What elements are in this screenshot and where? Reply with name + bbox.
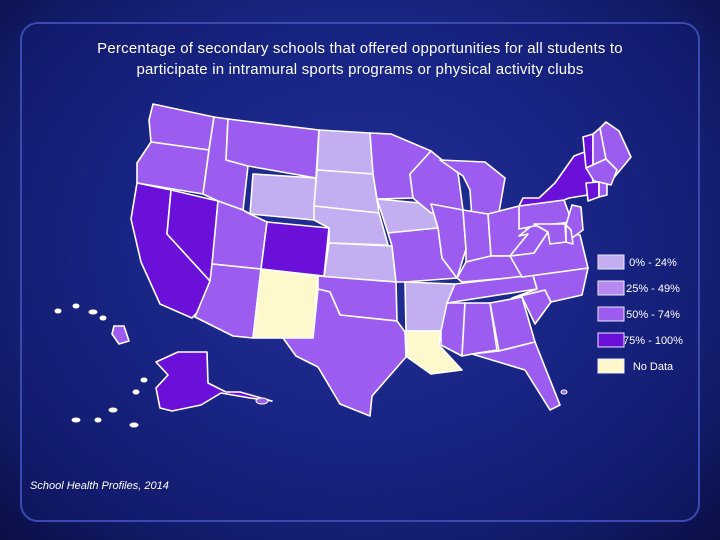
island-mark	[560, 389, 568, 395]
legend-label: 75% - 100%	[623, 335, 683, 347]
state-tx	[282, 288, 407, 417]
state-ny	[518, 149, 595, 207]
state-ma	[585, 158, 618, 186]
source-citation: School Health Profiles, 2014	[30, 480, 169, 492]
state-ks	[323, 242, 397, 283]
state-ct	[585, 181, 600, 202]
state-shapes	[54, 103, 632, 428]
state-nc	[511, 267, 589, 303]
legend-label: 0% - 24%	[629, 257, 677, 269]
legend-swatch	[597, 332, 625, 348]
state-hi	[111, 325, 130, 345]
legend-swatch	[597, 280, 625, 296]
legend-swatch	[597, 358, 625, 374]
legend-label: No Data	[633, 361, 674, 373]
state-nm	[252, 268, 319, 339]
map-legend: 0% - 24% 25% - 49% 50% - 74% 75% - 100% No D…	[597, 254, 683, 374]
state-co	[260, 221, 330, 277]
island-mark	[94, 417, 102, 423]
state-ri	[598, 181, 608, 198]
state-md	[533, 223, 567, 245]
state-in	[462, 209, 492, 263]
island-mark	[108, 407, 118, 413]
map-title-line-1: Percentage of secondary schools that off…	[97, 40, 623, 57]
island-mark	[88, 309, 98, 315]
island-mark	[71, 417, 81, 423]
island-mark	[132, 389, 140, 395]
island-mark	[54, 308, 62, 314]
island-mark	[140, 377, 148, 383]
map-title-line-2: participate in intramural sports program…	[136, 61, 584, 78]
legend-swatch	[597, 306, 625, 322]
state-mt	[225, 118, 320, 179]
map-title: Percentage of secondary schools that off…	[30, 38, 690, 80]
state-wy	[249, 173, 317, 221]
state-nd	[316, 129, 374, 175]
island-mark	[99, 315, 107, 321]
state-ms	[440, 302, 466, 357]
state-ak	[155, 351, 273, 412]
island-mark	[255, 397, 269, 405]
legend-label: 50% - 74%	[626, 309, 680, 321]
state-or	[136, 141, 210, 195]
legend-swatch	[597, 254, 625, 270]
island-mark	[129, 422, 139, 428]
legend-label: 25% - 49%	[626, 283, 680, 295]
island-mark	[72, 303, 80, 309]
state-fl	[471, 341, 561, 411]
